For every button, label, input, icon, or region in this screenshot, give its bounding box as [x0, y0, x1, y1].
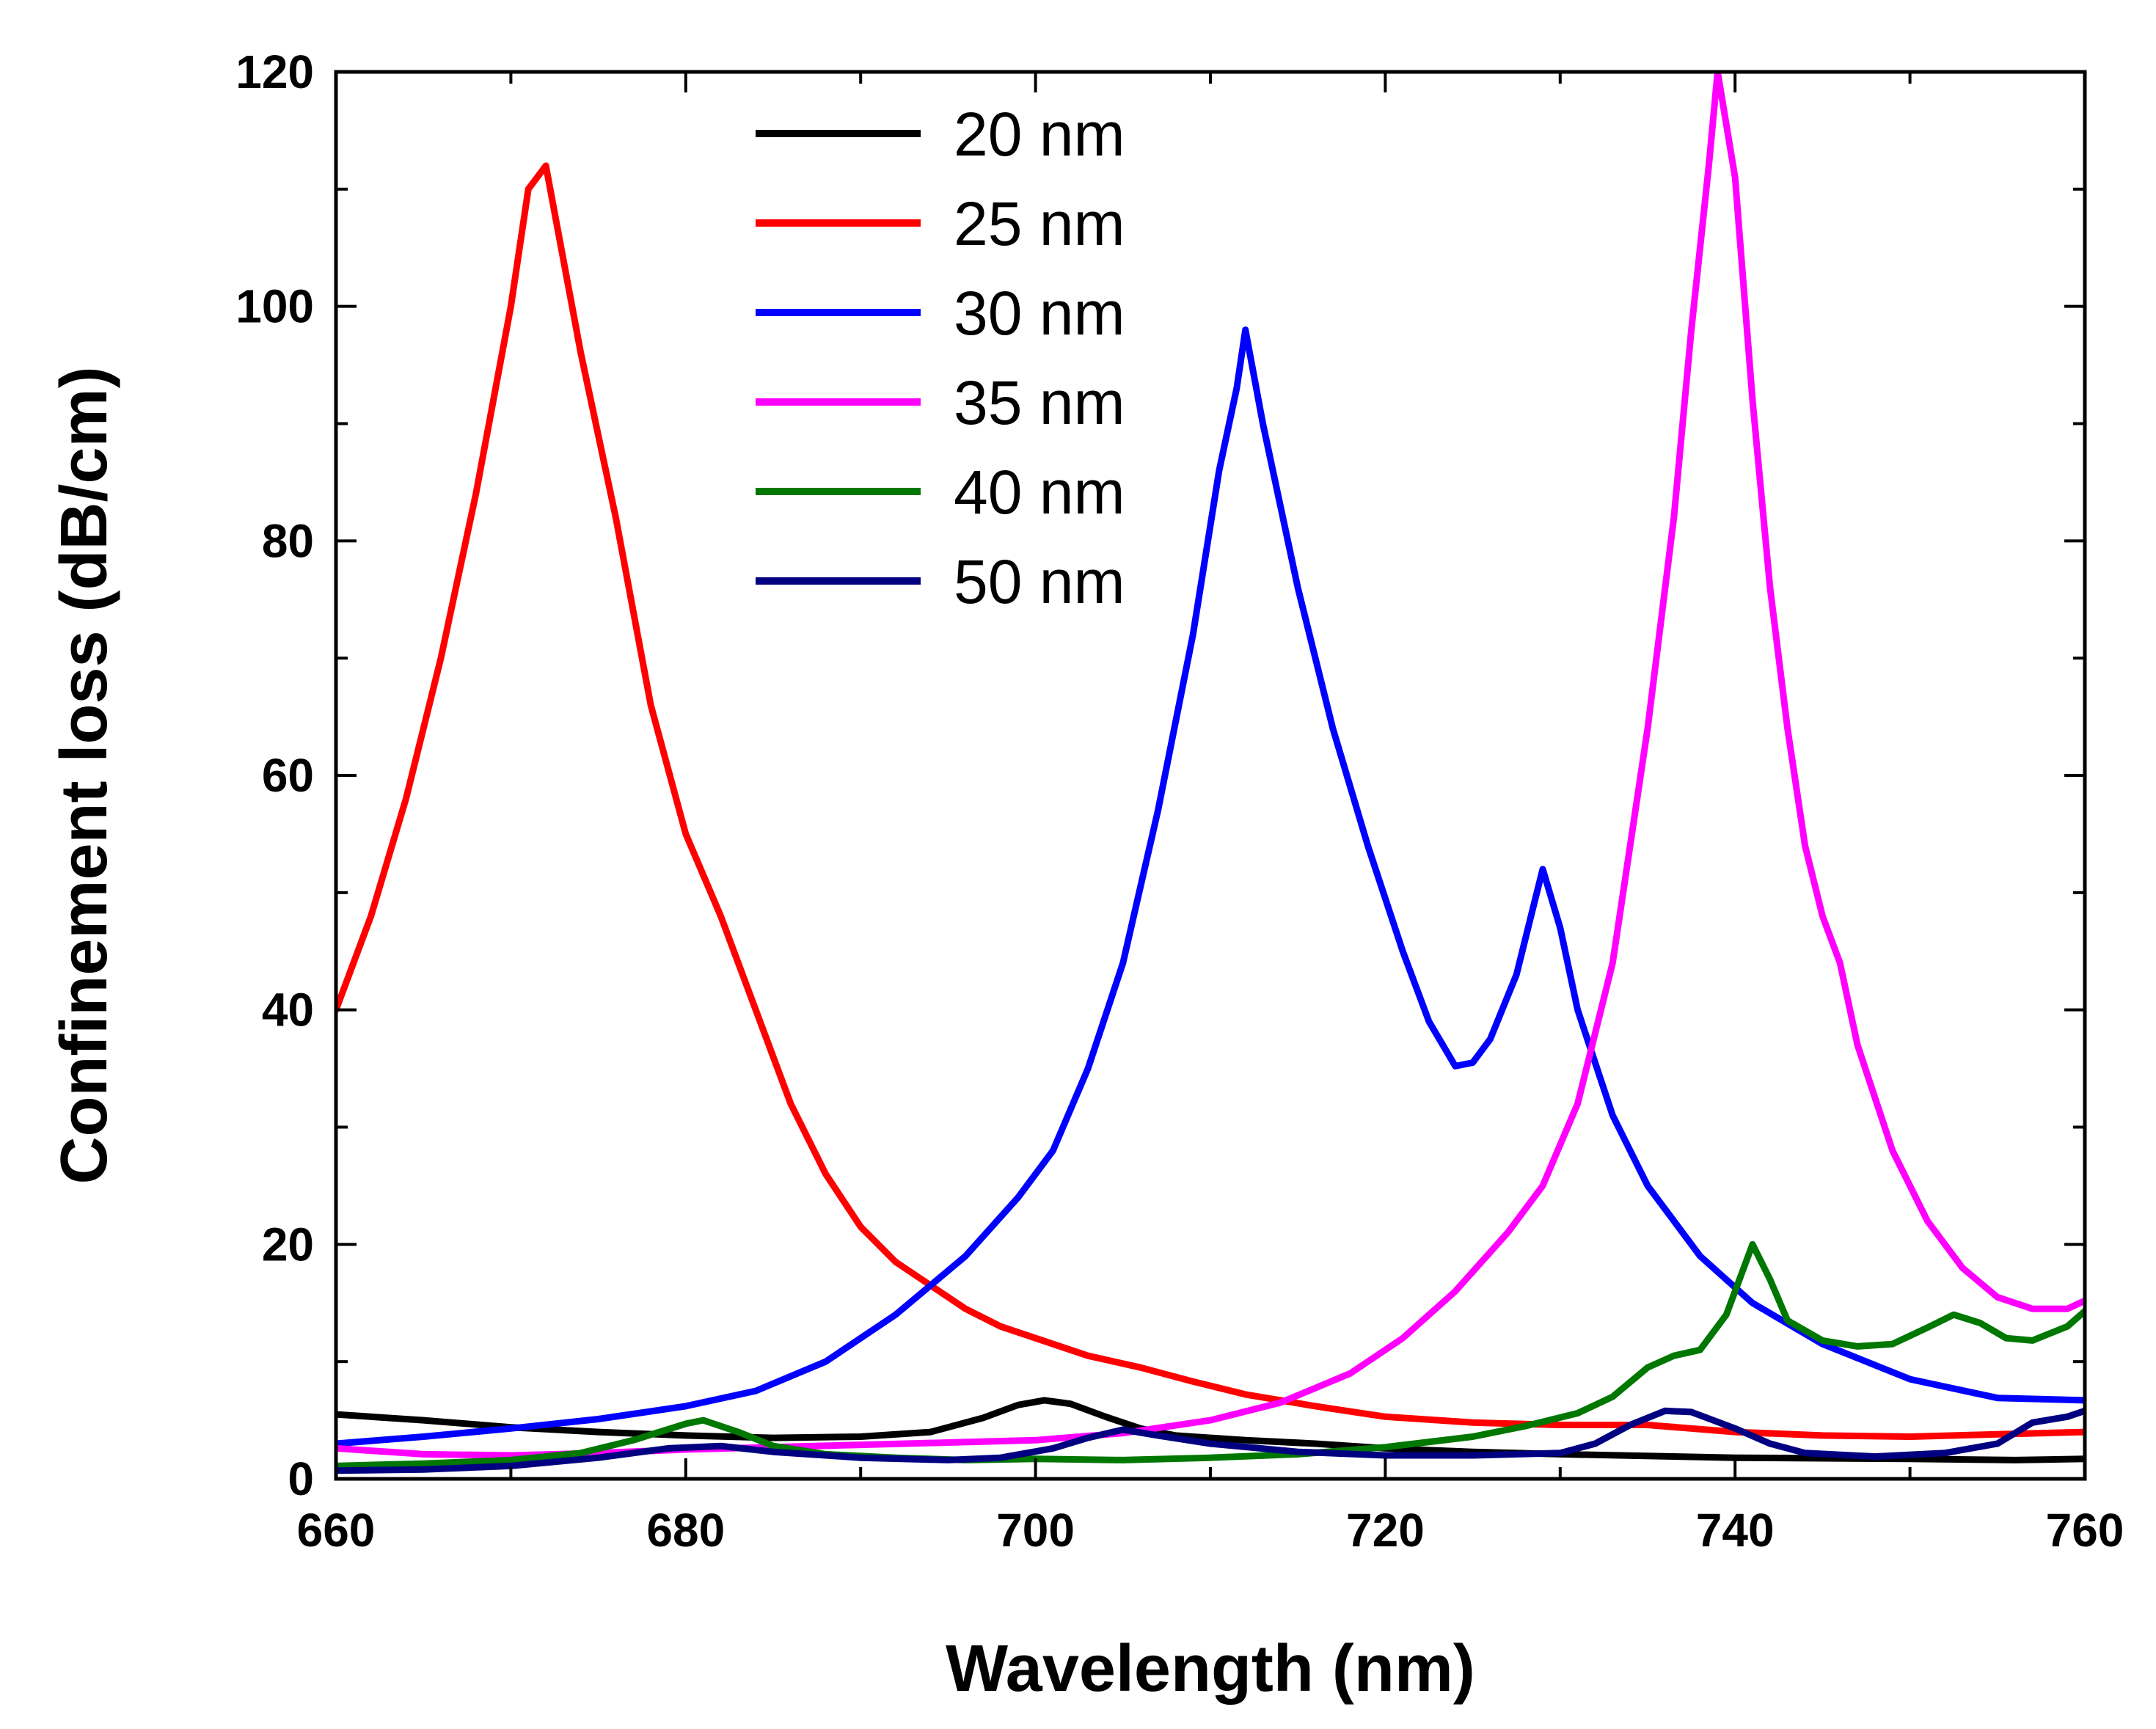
series-line-25-nm — [336, 162, 2085, 1440]
legend-label: 20 nm — [954, 100, 1125, 169]
series-line-30-nm — [336, 326, 2085, 1447]
y-tick-label: 80 — [262, 514, 314, 567]
y-tick-label: 120 — [235, 45, 314, 98]
legend-label: 35 nm — [954, 368, 1125, 437]
y-tick-label: 20 — [262, 1218, 314, 1271]
x-tick-label: 660 — [297, 1504, 376, 1557]
legend: 20 nm 25 nm 30 nm 35 nm 40 nm 50 nm — [756, 100, 1125, 616]
legend-label: 25 nm — [954, 189, 1125, 258]
y-tick-label: 0 — [288, 1452, 314, 1505]
plot-frame — [334, 70, 2087, 1481]
series-line-20-nm — [336, 1397, 2085, 1463]
x-tick-label: 700 — [996, 1504, 1075, 1557]
x-tick-label: 680 — [646, 1504, 725, 1557]
x-axis-title: Wavelength (nm) — [946, 1632, 1475, 1706]
legend-label: 50 nm — [954, 547, 1125, 616]
y-tick-label: 60 — [262, 749, 314, 802]
x-tick-label: 740 — [1696, 1504, 1775, 1557]
tick-labels-layer: 660 680 700 720 740 760 0 20 40 60 80 100 120 — [235, 45, 2124, 1557]
y-tick-label: 40 — [262, 984, 314, 1037]
series-layer — [336, 72, 2085, 1474]
legend-label: 40 nm — [954, 458, 1125, 527]
y-tick-label: 100 — [235, 280, 314, 333]
ticks-layer — [335, 70, 2086, 1480]
x-tick-label: 760 — [2046, 1504, 2124, 1557]
series-line-50-nm — [336, 1407, 2085, 1474]
y-axis-title: Confinement loss (dB/cm) — [48, 366, 121, 1184]
series-line-35-nm — [336, 72, 2085, 1459]
legend-label: 30 nm — [954, 279, 1125, 348]
x-tick-label: 720 — [1346, 1504, 1425, 1557]
series-line-40-nm — [336, 1240, 2085, 1469]
